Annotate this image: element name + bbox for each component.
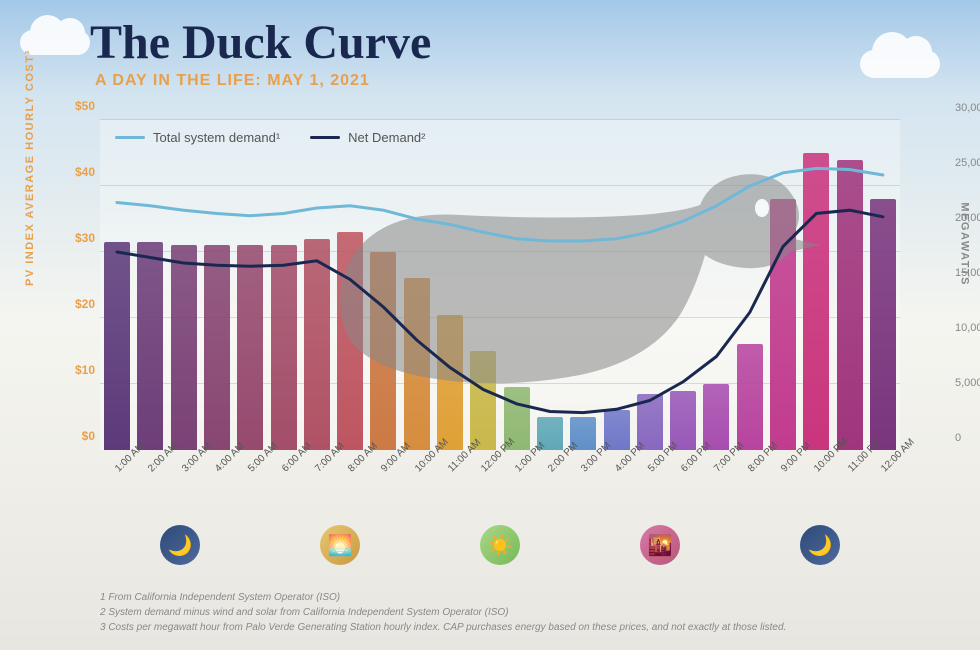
footnote-line: 2 System demand minus wind and solar fro…: [100, 605, 786, 620]
y-right-tick: 30,000: [955, 102, 980, 114]
chart-title: The Duck Curve: [90, 15, 431, 70]
y-left-axis-label: PV INDEX AVERAGE HOURLY COST³: [24, 49, 36, 286]
footnote-line: 3 Costs per megawatt hour from Palo Verd…: [100, 620, 786, 635]
legend-label: Total system demand¹: [153, 130, 280, 145]
footnote-line: 1 From California Independent System Ope…: [100, 590, 786, 605]
legend-item-total: Total system demand¹: [115, 130, 280, 145]
x-axis: 1:00 AM2:00 AM3:00 AM4:00 AM5:00 AM6:00 …: [100, 455, 900, 515]
y-right-tick: 25,000: [955, 157, 980, 169]
grid-line: [100, 119, 900, 120]
bar-hour: [137, 242, 163, 450]
chart-area: [100, 100, 900, 480]
bar-hour: [837, 160, 863, 450]
plot-region: [100, 120, 900, 450]
bar-hour: [204, 245, 230, 450]
y-left-tick: $50: [55, 99, 95, 113]
time-of-day-icon: 🌙: [800, 525, 840, 565]
y-left-tick: $20: [55, 297, 95, 311]
bar-hour: [104, 242, 130, 450]
y-left-tick: $0: [55, 429, 95, 443]
y-left-tick: $40: [55, 165, 95, 179]
bar-hour: [271, 245, 297, 450]
y-right-tick: 15,000: [955, 267, 980, 279]
cloud-decoration: [860, 50, 940, 78]
time-of-day-icon: ☀️: [480, 525, 520, 565]
duck-silhouette: [300, 160, 820, 410]
time-of-day-icons: 🌙 🌅 ☀️ 🌇 🌙: [100, 520, 900, 570]
legend-item-net: Net Demand²: [310, 130, 425, 145]
time-of-day-icon: 🌇: [640, 525, 680, 565]
footnotes: 1 From California Independent System Ope…: [100, 590, 786, 635]
legend: Total system demand¹ Net Demand²: [115, 130, 425, 145]
legend-swatch: [310, 136, 340, 139]
time-of-day-icon: 🌅: [320, 525, 360, 565]
chart-subtitle: A DAY IN THE LIFE: MAY 1, 2021: [95, 72, 370, 90]
y-right-tick: 20,000: [955, 212, 980, 224]
y-right-tick: 0: [955, 432, 980, 444]
y-right-tick: 10,000: [955, 322, 980, 334]
y-left-tick: $30: [55, 231, 95, 245]
bar-hour: [870, 199, 896, 450]
bar-hour: [237, 245, 263, 450]
bar-hour: [171, 245, 197, 450]
legend-label: Net Demand²: [348, 130, 425, 145]
y-right-tick: 5,000: [955, 377, 980, 389]
time-of-day-icon: 🌙: [160, 525, 200, 565]
legend-swatch: [115, 136, 145, 139]
y-left-tick: $10: [55, 363, 95, 377]
